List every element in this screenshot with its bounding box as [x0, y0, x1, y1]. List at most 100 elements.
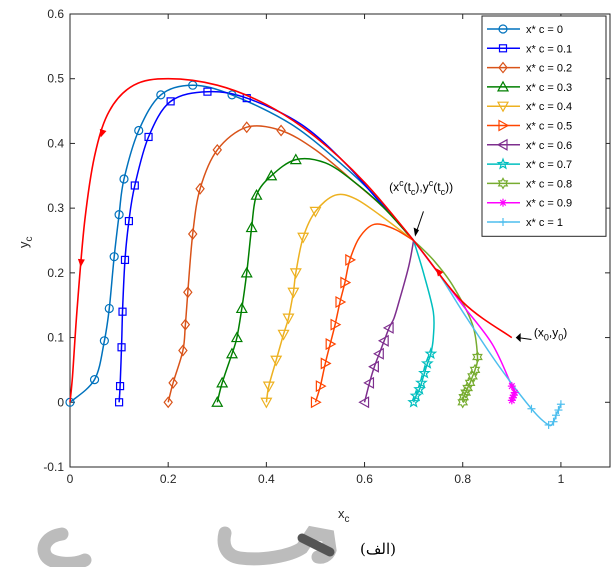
annotation-arrowhead	[413, 227, 420, 237]
data-point-marker	[163, 396, 173, 409]
data-point-marker	[418, 366, 431, 379]
y-tick-label: -0.1	[43, 460, 64, 474]
x-tick-label: 1	[558, 472, 565, 486]
y-tick-label: 0.6	[47, 7, 64, 21]
data-point-marker	[469, 363, 481, 377]
legend-entry-label: x* c = 0.9	[526, 198, 572, 210]
data-point-marker	[99, 336, 109, 346]
data-point-marker	[407, 395, 421, 408]
data-point-marker	[245, 221, 258, 233]
data-point-marker	[225, 347, 239, 359]
y-tick-label: 0.4	[47, 136, 64, 150]
data-point-marker	[235, 302, 248, 314]
series-line	[413, 240, 562, 427]
data-point-marker	[527, 404, 536, 413]
data-point-marker	[472, 350, 483, 364]
data-point-marker	[424, 347, 438, 360]
data-point-marker	[109, 252, 119, 262]
data-point-marker	[554, 406, 563, 415]
data-point-marker	[124, 216, 134, 226]
y-tick-label: 0.5	[47, 72, 64, 86]
data-point-marker	[498, 61, 508, 74]
data-point-marker	[420, 356, 434, 369]
data-point-marker	[216, 376, 229, 388]
series-line	[363, 240, 415, 403]
legend-entry-label: x* c = 0	[526, 24, 563, 36]
data-point-marker	[240, 266, 253, 278]
annotation-arrow	[415, 211, 424, 233]
data-point-marker	[382, 321, 394, 334]
legend-entry-label: x* c = 0.8	[526, 178, 572, 190]
legend-entry-label: x* c = 0.2	[526, 63, 572, 75]
data-point-marker	[227, 90, 237, 100]
data-point-marker	[320, 357, 332, 370]
data-point-marker	[134, 125, 144, 136]
data-point-marker	[166, 97, 175, 106]
trajectory-arrow	[99, 128, 107, 138]
data-point-marker	[156, 90, 166, 100]
data-point-marker	[241, 121, 252, 134]
data-point-marker	[309, 206, 322, 218]
data-point-marker	[260, 397, 273, 409]
data-point-marker	[498, 24, 508, 34]
data-point-marker	[282, 313, 295, 325]
data-point-marker	[549, 417, 558, 426]
data-point-marker	[187, 228, 198, 240]
series-line	[265, 193, 415, 403]
data-point-marker	[212, 143, 223, 156]
data-point-marker	[289, 268, 302, 280]
data-point-marker	[496, 138, 508, 151]
data-point-marker	[119, 174, 129, 184]
data-point-marker	[409, 389, 423, 402]
data-point-marker	[188, 80, 198, 90]
data-point-marker	[377, 334, 389, 347]
data-point-marker	[289, 153, 302, 165]
x-tick-label: 0.6	[356, 472, 373, 486]
data-point-marker	[118, 307, 127, 316]
data-point-marker	[496, 80, 510, 92]
data-point-marker	[544, 420, 553, 429]
x-tick-label: 0	[67, 472, 74, 486]
legend-entry-label: x* c = 0.7	[526, 159, 572, 171]
data-point-marker	[325, 338, 337, 351]
data-point-marker	[373, 347, 384, 360]
data-point-marker	[230, 331, 243, 343]
x-tick-label: 0.2	[160, 472, 177, 486]
legend-entry-label: x* c = 0.4	[526, 101, 572, 113]
data-point-marker	[180, 318, 191, 331]
legend-entry-label: x* c = 1	[526, 217, 563, 229]
data-point-marker	[195, 182, 205, 195]
data-point-marker	[315, 380, 327, 393]
data-point-marker	[120, 255, 130, 265]
data-point-marker	[499, 218, 507, 226]
data-point-marker	[498, 119, 510, 132]
data-point-marker	[270, 355, 283, 367]
data-point-marker	[413, 382, 426, 395]
data-point-marker	[277, 329, 290, 341]
y-tick-label: 0	[57, 395, 64, 409]
data-point-marker	[287, 287, 300, 299]
data-point-marker	[498, 44, 508, 53]
data-point-marker	[183, 286, 193, 299]
x-tick-label: 0.4	[258, 472, 275, 486]
data-point-marker	[117, 343, 126, 352]
switch-point-label: (xc(tc),yc(tc))	[389, 178, 453, 197]
data-point-marker	[114, 398, 124, 407]
data-point-marker	[335, 295, 347, 308]
y-axis-label: yc	[16, 237, 35, 249]
data-point-marker	[464, 376, 476, 390]
y-tick-label: 0.2	[47, 266, 64, 280]
legend-entry-label: x* c = 0.6	[526, 140, 572, 152]
legend-entry-label: x* c = 0.5	[526, 121, 572, 133]
data-point-marker	[363, 376, 375, 389]
data-point-marker	[499, 198, 507, 207]
data-point-marker	[104, 303, 114, 314]
data-point-marker	[114, 210, 124, 220]
data-point-marker	[310, 396, 322, 409]
data-point-marker	[168, 376, 178, 389]
y-tick-label: 0.1	[47, 331, 64, 345]
series-line	[314, 223, 414, 403]
data-point-marker	[250, 188, 263, 200]
data-point-marker	[330, 318, 342, 331]
data-point-marker	[340, 276, 352, 289]
